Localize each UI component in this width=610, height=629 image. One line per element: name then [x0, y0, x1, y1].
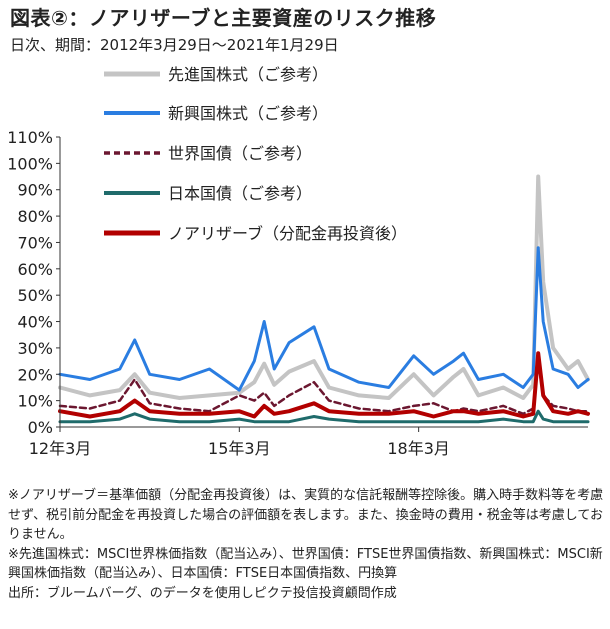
note-data-source: 出所：ブルームバーグ、のデータを使用しピクテ投信投資顧問作成 — [8, 585, 397, 601]
y-tick-label: 20% — [17, 365, 53, 384]
note-noa-reserve: ※ノアリザーブ＝基準価額（分配金再投資後）は、実質的な信託報酬等控除後。購入時手… — [8, 488, 604, 542]
x-tick-label: 15年3月 — [208, 439, 271, 458]
y-tick-label: 100% — [7, 154, 53, 173]
y-tick-label: 30% — [17, 339, 53, 358]
legend-label-1: 新興国株式（ご参考） — [168, 104, 328, 123]
y-tick-label: 40% — [17, 313, 53, 332]
y-tick-label: 80% — [17, 207, 53, 226]
y-tick-label: 70% — [17, 233, 53, 252]
legend-label-0: 先進国株式（ご参考） — [168, 65, 328, 84]
y-tick-label: 90% — [17, 181, 53, 200]
chart-legend: 先進国株式（ご参考） 新興国株式（ご参考） 世界国債（ご参考） 日本国債（ご参考） ノア… — [104, 65, 407, 243]
legend-label-2: 世界国債（ご参考） — [168, 144, 312, 163]
footnotes: ※ノアリザーブ＝基準価額（分配金再投資後）は、実質的な信託報酬等控除後。購入時手… — [8, 486, 604, 603]
series-line-4 — [58, 351, 590, 419]
series-line-1 — [58, 246, 590, 392]
legend-label-3: 日本国債（ご参考） — [168, 184, 312, 203]
y-tick-label: 10% — [17, 392, 53, 411]
y-tick-label: 0% — [28, 418, 53, 437]
series-line-3 — [58, 409, 590, 424]
y-tick-label: 110% — [7, 128, 53, 147]
x-tick-label: 12年3月 — [29, 439, 92, 458]
y-tick-label: 50% — [17, 286, 53, 305]
y-tick-label: 60% — [17, 260, 53, 279]
legend-label-4: ノアリザーブ（分配金再投資後） — [168, 224, 407, 243]
series-line-0 — [58, 174, 590, 400]
note-index-sources: ※先進国株式：MSCI世界株価指数（配当込み）、世界国債：FTSE世界国債指数、… — [8, 546, 603, 582]
x-tick-label: 18年3月 — [387, 439, 450, 458]
page-title: 図表②：ノアリザーブと主要資産のリスク推移 — [10, 6, 437, 30]
plot-lines — [58, 174, 590, 424]
page-subtitle: 日次、期間：2012年3月29日～2021年1月29日 — [10, 36, 339, 54]
risk-line-chart: 0% 10% 20% 30% 40% 50% 60% 70% 80% 90% 100% 110% 12年… — [7, 65, 590, 458]
chart-axes: 0% 10% 20% 30% 40% 50% 60% 70% 80% 90% 100% 110% 12年… — [7, 128, 588, 458]
